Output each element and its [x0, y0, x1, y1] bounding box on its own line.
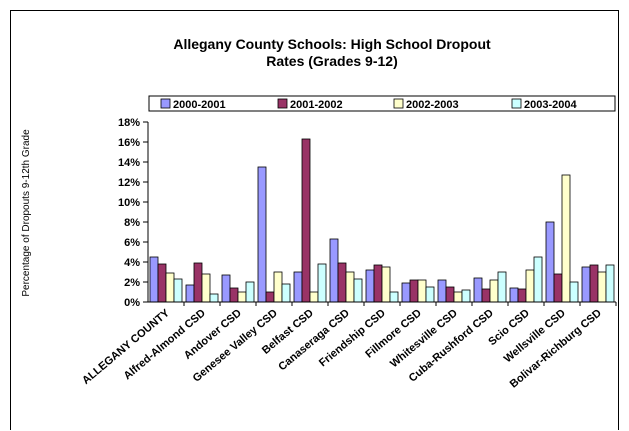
bar: [273, 271, 283, 303]
bar: [209, 293, 219, 303]
bar: [185, 284, 195, 303]
bar: [597, 271, 607, 303]
bar: [545, 221, 555, 303]
bar: [353, 278, 363, 303]
y-tick-label: 6%: [124, 237, 140, 249]
legend-swatch: [511, 98, 522, 109]
x-tick-label: Wellsville CSD: [502, 307, 568, 365]
bar: [309, 291, 319, 303]
bar: [481, 288, 491, 303]
chart-svg: Allegany County Schools: High School Dro…: [21, 36, 617, 391]
bar: [245, 281, 255, 303]
bar: [165, 272, 175, 303]
y-tick-label: 18%: [118, 117, 140, 129]
bar: [293, 271, 303, 303]
bar: [257, 166, 267, 303]
bar: [173, 278, 183, 303]
bar: [445, 286, 455, 303]
bar: [497, 271, 507, 303]
legend: 2000-2001 2001-2002 2002-2003 2003-2004: [148, 95, 616, 112]
y-tick-label: 16%: [118, 137, 140, 149]
bar: [221, 274, 231, 303]
bar: [581, 266, 591, 303]
bar: [337, 262, 347, 303]
bar: [157, 263, 167, 303]
y-tick-label: 8%: [124, 217, 140, 229]
y-tick-label: 2%: [124, 277, 140, 289]
y-axis-label: Percentage of Dropouts 9-12th Grade: [21, 129, 32, 297]
bar: [561, 174, 571, 303]
bar: [509, 287, 519, 303]
bar: [517, 288, 527, 303]
bar: [381, 266, 391, 303]
bar: [589, 264, 599, 303]
bar: [201, 273, 211, 303]
chart-title-line-1: Allegany County Schools: High School Dro…: [173, 36, 491, 52]
bar: [533, 256, 543, 303]
legend-swatch: [277, 98, 288, 109]
plot-area: 0%2%4%6%8%10%12%14%16%18%ALLEGANY COUNTY…: [80, 117, 617, 391]
bar: [489, 279, 499, 303]
bar: [401, 282, 411, 303]
bar: [237, 291, 247, 303]
legend-box: [148, 95, 616, 112]
bar: [409, 279, 419, 303]
bar: [605, 264, 615, 303]
bar: [525, 269, 535, 303]
bar: [569, 281, 579, 303]
bar: [417, 279, 427, 303]
bar: [389, 291, 399, 303]
chart-title-line-2: Rates (Grades 9-12): [266, 53, 398, 69]
chart-frame: Allegany County Schools: High School Dro…: [10, 10, 619, 430]
bar: [437, 279, 447, 303]
bar: [329, 238, 339, 303]
legend-swatch: [160, 98, 171, 109]
legend-swatch: [393, 98, 404, 109]
bar: [265, 291, 275, 303]
bar: [365, 269, 375, 303]
x-tick-label: Friendship CSD: [317, 307, 388, 369]
bar: [425, 286, 435, 303]
bar: [345, 271, 355, 303]
bar: [317, 263, 327, 303]
bar: [229, 287, 239, 303]
bar: [473, 277, 483, 303]
legend-label: 2000-2001: [173, 99, 226, 111]
y-tick-label: 10%: [118, 197, 140, 209]
y-tick-label: 14%: [118, 157, 140, 169]
y-tick-label: 12%: [118, 177, 140, 189]
y-tick-label: 4%: [124, 257, 140, 269]
bar: [373, 264, 383, 303]
bar: [301, 138, 311, 303]
bar: [453, 291, 463, 303]
bar: [193, 262, 203, 303]
legend-label: 2001-2002: [290, 99, 343, 111]
bar: [553, 273, 563, 303]
legend-label: 2002-2003: [406, 99, 459, 111]
bar: [149, 256, 159, 303]
y-tick-label: 0%: [124, 297, 140, 309]
bar: [281, 283, 291, 303]
bar: [461, 289, 471, 303]
legend-label: 2003-2004: [524, 99, 577, 111]
